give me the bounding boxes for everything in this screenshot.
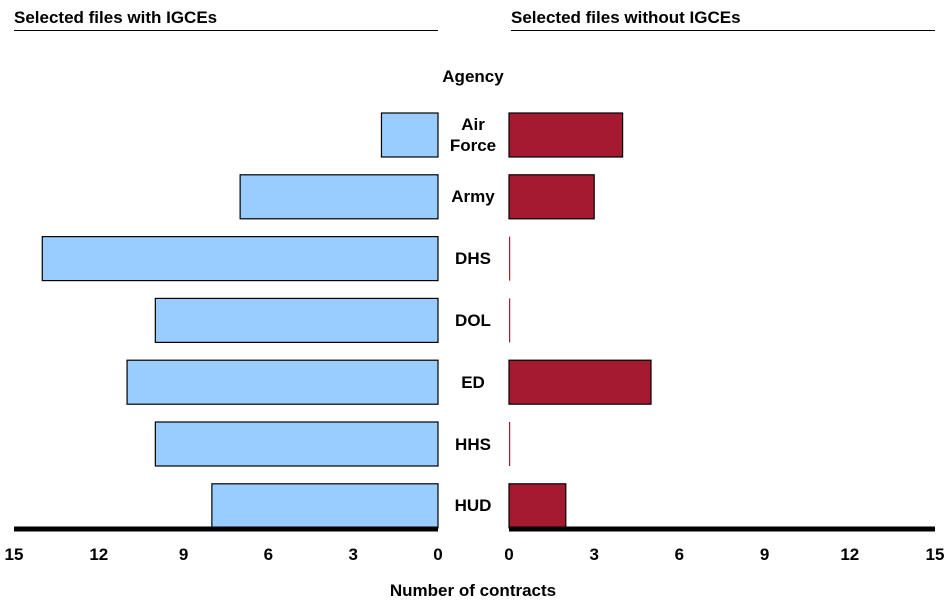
bar-with-igce-ed (126, 359, 439, 405)
left-tick-label: 3 (348, 545, 358, 564)
right-panel-title: Selected files without IGCEs (511, 8, 741, 27)
right-tick-label: 15 (925, 545, 945, 564)
left-tick-label: 9 (178, 545, 189, 564)
right-tick-label: 9 (759, 545, 770, 564)
category-label-line: HUD (454, 496, 492, 516)
bar-without-igce-air-force (508, 112, 624, 158)
right-tick-label: 3 (589, 545, 599, 564)
category-label-line: HHS (455, 434, 491, 454)
category-label: Army (438, 186, 508, 207)
category-label-line: Force (449, 136, 497, 155)
category-label: ED (438, 372, 508, 393)
left-tick-label: 12 (89, 545, 109, 564)
left-title-rule (14, 30, 438, 31)
category-label: DOL (438, 310, 508, 331)
category-label-line: Army (451, 187, 495, 207)
right-tick-label: 12 (840, 545, 860, 564)
bar-without-igce-hud (508, 483, 567, 529)
category-label: HHS (438, 434, 508, 455)
bar-with-igce-dol (154, 297, 439, 343)
bar-with-igce-air-force (380, 112, 439, 158)
bar-without-igce-ed (508, 359, 652, 405)
x-axis-label: Number of contracts (389, 581, 557, 600)
bar-with-igce-hud (211, 483, 439, 529)
category-label: DHS (438, 248, 508, 269)
bar-without-igce-dol (509, 298, 511, 343)
left-tick-label: 15 (4, 545, 24, 564)
bar-with-igce-dhs (41, 236, 439, 282)
bar-with-igce-hhs (154, 421, 439, 467)
right-tick-label: 0 (504, 545, 514, 564)
right-tick-label: 6 (674, 545, 685, 564)
category-label-line: DOL (455, 310, 491, 330)
category-label-line: ED (461, 372, 485, 392)
left-tick-label: 6 (263, 545, 274, 564)
bar-without-igce-army (508, 174, 595, 220)
left-panel-title: Selected files with IGCEs (14, 8, 218, 27)
bar-with-igce-army (239, 174, 439, 220)
category-header: Agency (442, 67, 504, 86)
category-label: Air Force (438, 114, 508, 156)
category-label-line: DHS (455, 249, 491, 269)
right-title-rule (511, 30, 935, 31)
category-label-line: Air (461, 115, 485, 134)
left-tick-label: 0 (433, 545, 443, 564)
bar-without-igce-dhs (509, 236, 511, 281)
bar-without-igce-hhs (509, 422, 511, 466)
category-label: HUD (438, 495, 508, 516)
